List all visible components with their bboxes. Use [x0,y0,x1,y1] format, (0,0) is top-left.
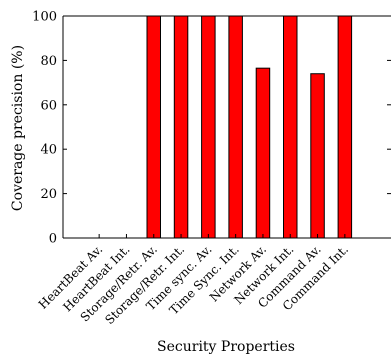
bar-9 [310,73,325,239]
bar-6 [228,15,243,239]
y-tick-label-0: 0 [49,232,57,247]
bar-7 [255,67,271,239]
y-tick-label-40: 40 [40,143,57,158]
y-axis-title: Coverage precision (%) [10,45,26,211]
bar-4 [173,15,189,239]
bar-3 [146,15,161,239]
y-tick-label-80: 80 [40,54,57,69]
y-tick-label-20: 20 [40,187,57,202]
y-tick-label-100: 100 [32,10,57,25]
y-tick-label-60: 60 [40,98,57,113]
bar-5 [201,15,216,239]
bar-10 [337,15,353,239]
x-axis-title: Security Properties [157,339,295,355]
bar-8 [283,15,298,239]
